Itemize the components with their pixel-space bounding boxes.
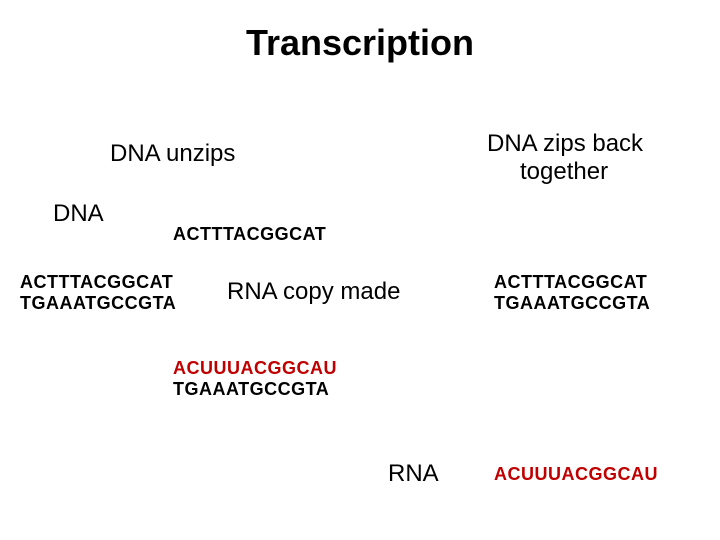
seq-left-dna-top: ACTTTACGGCAT [20, 272, 173, 293]
seq-mid-rna: ACUUUACGGCAU [173, 358, 337, 379]
label-dna-unzips: DNA unzips [110, 140, 235, 168]
label-rna: RNA [388, 460, 439, 488]
seq-right-dna-bottom: TGAAATGCCGTA [494, 293, 650, 314]
seq-left-dna-bottom: TGAAATGCCGTA [20, 293, 176, 314]
seq-mid-dna-bottom: TGAAATGCCGTA [173, 379, 329, 400]
seq-center-dna-top: ACTTTACGGCAT [173, 224, 326, 245]
page-title: Transcription [0, 22, 720, 64]
label-zips-back-line2: together [520, 158, 608, 186]
label-rna-copy-made: RNA copy made [227, 278, 400, 306]
label-dna: DNA [53, 200, 104, 228]
seq-right-dna-top: ACTTTACGGCAT [494, 272, 647, 293]
seq-final-rna: ACUUUACGGCAU [494, 464, 658, 485]
label-zips-back-line1: DNA zips back [487, 130, 643, 158]
